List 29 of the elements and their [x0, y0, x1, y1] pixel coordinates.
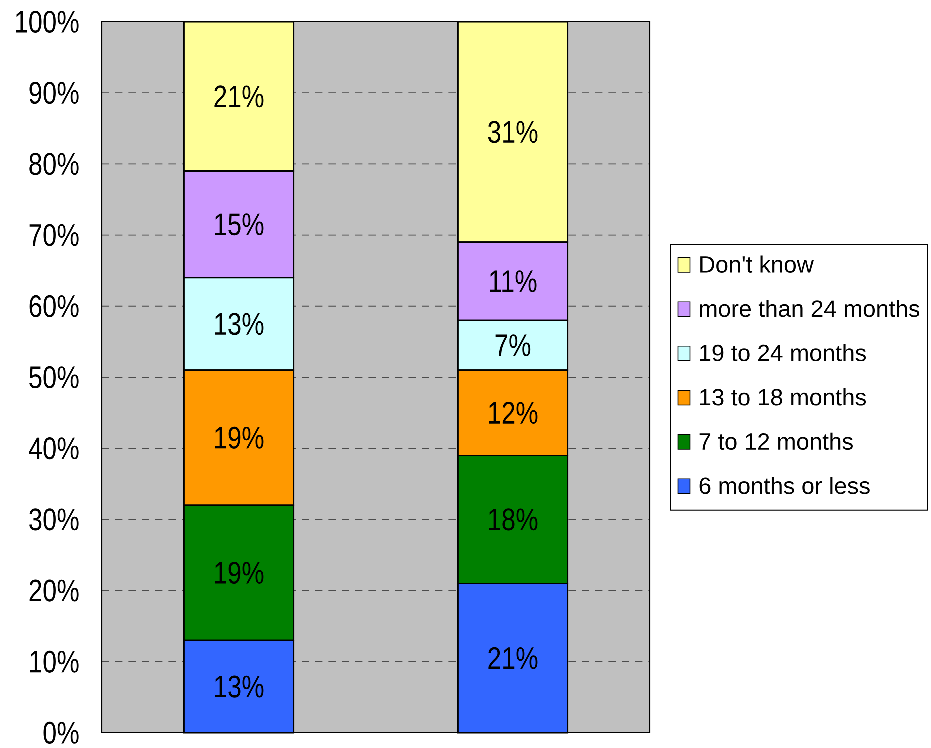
y-tick-label: 30% — [30, 508, 79, 531]
y-tick-label: 70% — [30, 224, 79, 246]
legend-label: more than 24 months — [700, 300, 920, 318]
legend-label: 7 to 12 months — [700, 432, 853, 450]
y-tick-label: 10% — [30, 650, 79, 673]
data-label: 13% — [215, 313, 264, 336]
data-label: 21% — [214, 86, 264, 108]
y-tick-label: 0% — [44, 722, 79, 744]
data-label: 15% — [215, 214, 264, 236]
y-tick-label: 50% — [30, 366, 79, 389]
data-label: 7% — [496, 334, 531, 356]
legend-label: 6 months or less — [700, 477, 870, 494]
y-tick-label: 20% — [30, 580, 79, 602]
data-label: 11% — [490, 270, 537, 292]
data-label: 31% — [488, 121, 538, 144]
legend-label: 19 to 24 months — [700, 344, 866, 362]
y-tick-label: 80% — [30, 153, 79, 176]
y-tick-label: 40% — [29, 438, 79, 460]
data-label: 12% — [489, 402, 538, 424]
data-label: 18% — [489, 508, 538, 531]
y-tick-label: 100% — [16, 10, 79, 34]
data-label: 19% — [215, 426, 264, 449]
data-label: 21% — [488, 647, 538, 670]
y-tick-label: 60% — [30, 295, 79, 318]
legend-label: Don't know — [700, 256, 814, 273]
legend-label: 13 to 18 months — [700, 388, 866, 406]
data-label: 19% — [215, 562, 264, 584]
y-tick-label: 90% — [30, 82, 79, 104]
data-label: 13% — [215, 676, 264, 698]
